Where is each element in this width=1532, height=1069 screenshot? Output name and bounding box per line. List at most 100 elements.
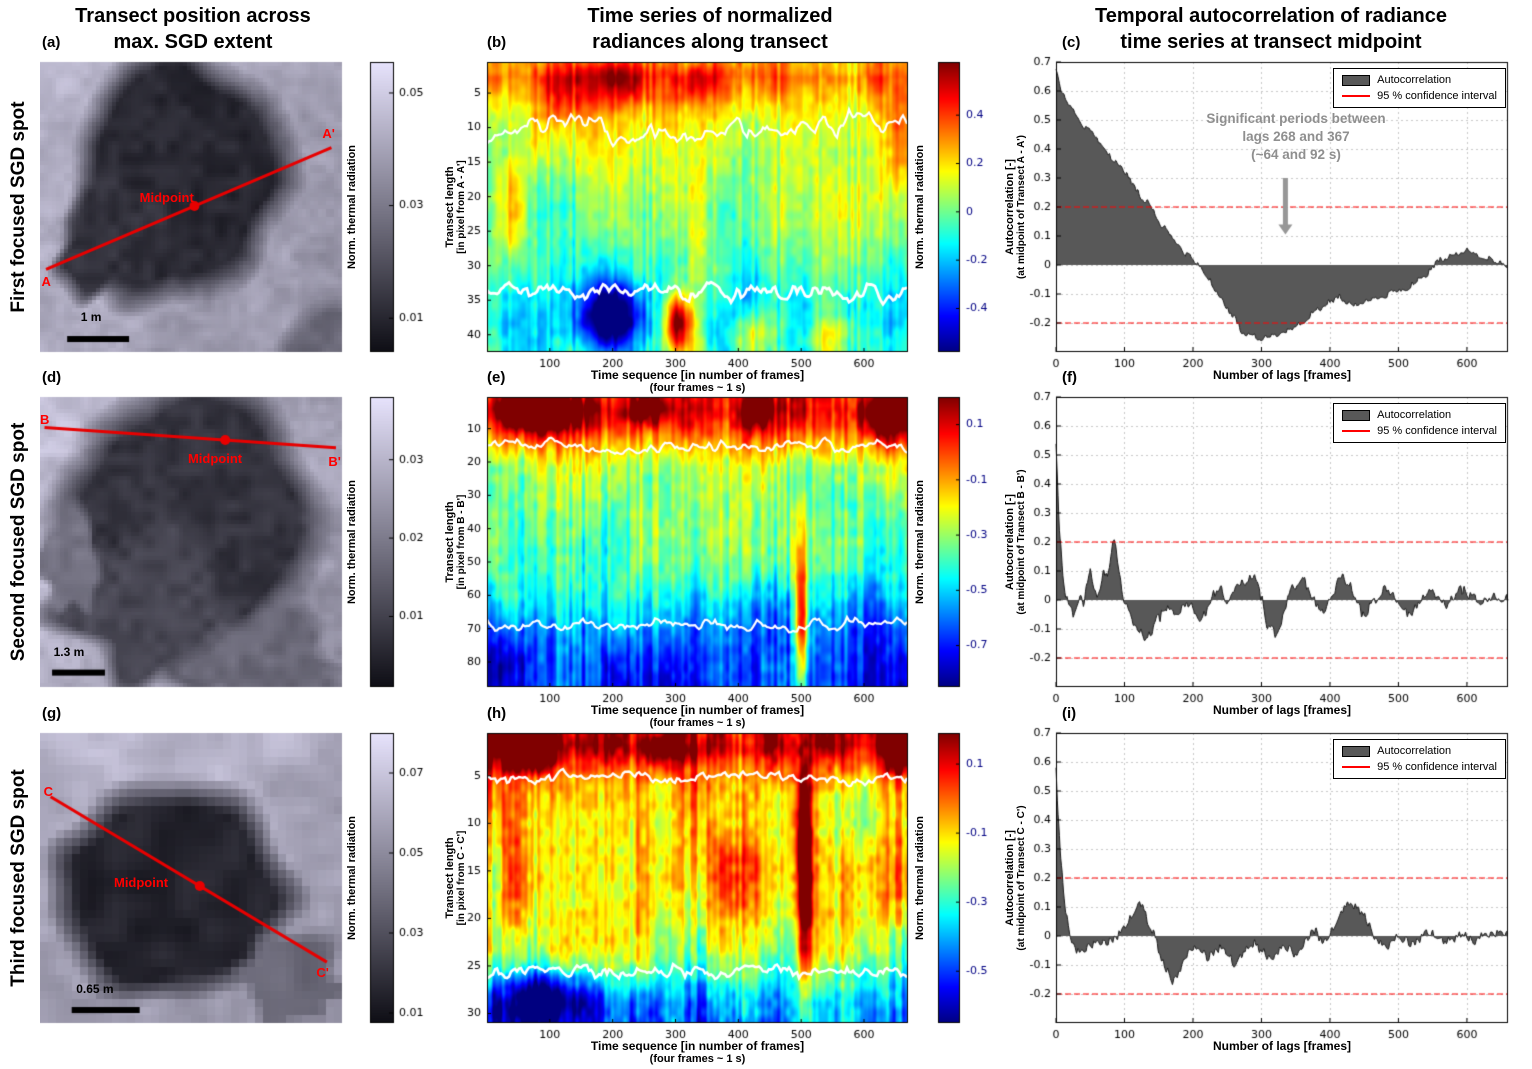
column-title-transect-position: Transect position across max. SGD extent <box>18 3 368 55</box>
heatmap-x-axis-label: Time sequence [in number of frames] <box>590 703 805 717</box>
legend-item-autocorrelation: Autocorrelation <box>1342 745 1497 757</box>
row-label-third-sgd: Third focused SGD spot <box>8 769 29 987</box>
confidence-line-icon <box>1342 766 1371 768</box>
autocorrelation-swatch-icon <box>1342 74 1371 86</box>
y-axis-label-line: [in pixel from C - C'] <box>456 830 467 926</box>
thermal-image-panel-g <box>40 728 432 1028</box>
panel-d-letter: (d) <box>42 369 62 386</box>
annotation-line: Significant periods between <box>1206 111 1386 126</box>
colorbar-label: Norm. thermal radiation <box>346 144 358 270</box>
panel-c-letter: (c) <box>1062 34 1081 51</box>
autocorr-y-axis-label: Autocorrelation [-] (at midpoint of Tran… <box>1004 397 1028 687</box>
heatmap-x-axis-sublabel: (four frames ~ 1 s) <box>649 717 746 729</box>
annotation-line: lags 268 and 367 <box>1242 129 1350 144</box>
colorbar-label: Norm. thermal radiation <box>914 144 926 270</box>
thermal-overlay-a: A A' Midpoint 1 m <box>40 62 342 352</box>
significant-periods-annotation: Significant periods between lags 268 and… <box>1146 110 1446 164</box>
colorbar-label: Norm. thermal radiation <box>914 815 926 941</box>
confidence-line-icon <box>1342 430 1371 432</box>
scalebar-label: 1.3 m <box>53 644 85 659</box>
y-axis-label-line: Transect length <box>444 837 456 919</box>
y-axis-label-line: (at midpoint of Transect B - B') <box>1016 469 1027 615</box>
heatmap-x-axis-label: Time sequence [in number of frames] <box>590 1039 805 1053</box>
transect-end-label: B' <box>328 453 341 469</box>
transect-end-label: A' <box>322 125 335 141</box>
legend-label: 95 % confidence interval <box>1377 761 1497 773</box>
y-axis-label-line: [in pixel from B - B'] <box>456 494 467 590</box>
legend-label: 95 % confidence interval <box>1377 90 1497 102</box>
heatmap-x-axis-sublabel: (four frames ~ 1 s) <box>649 1053 746 1065</box>
column-title-time-series: Time series of normalized radiances alon… <box>520 3 900 55</box>
panel-g-letter: (g) <box>42 705 62 722</box>
panel-h-letter: (h) <box>487 705 507 722</box>
midpoint-label: Midpoint <box>113 875 169 891</box>
colorbar-label: Norm. thermal radiation <box>914 479 926 605</box>
midpoint-label: Midpoint <box>139 189 194 205</box>
legend-item-autocorrelation: Autocorrelation <box>1342 409 1497 421</box>
y-axis-label-line: [in pixel from A - A'] <box>456 160 467 254</box>
legend-item-confidence: 95 % confidence interval <box>1342 425 1497 437</box>
radiance-heatmap-panel-h <box>459 727 993 1061</box>
column-title-line: Time series of normalized <box>587 5 833 27</box>
row-label-second-sgd: Second focused SGD spot <box>8 422 29 662</box>
legend-label: 95 % confidence interval <box>1377 425 1497 437</box>
panel-e-letter: (e) <box>487 369 506 386</box>
heatmap-y-axis-label: Transect length [in pixel from B - B'] <box>444 397 468 687</box>
thermal-image-panel-d <box>40 392 432 692</box>
column-title-line: max. SGD extent <box>113 31 273 53</box>
autocorrelation-swatch-icon <box>1342 409 1371 421</box>
colorbar-label: Norm. thermal radiation <box>346 479 358 605</box>
autocorr-x-axis-label: Number of lags [frames] <box>1212 1039 1352 1053</box>
panel-i-letter: (i) <box>1062 705 1077 722</box>
panel-a-letter: (a) <box>42 34 61 51</box>
autocorrelation-plot-panel-c <box>1022 56 1524 388</box>
thermal-overlay-d: B B' Midpoint 1.3 m <box>40 397 342 687</box>
heatmap-y-axis-label: Transect length [in pixel from A - A'] <box>444 62 468 352</box>
legend-item-autocorrelation: Autocorrelation <box>1342 74 1497 86</box>
autocorr-x-axis-label: Number of lags [frames] <box>1212 703 1352 717</box>
column-title-line: Transect position across <box>75 5 311 27</box>
transect-start-label: B <box>40 411 50 427</box>
legend-item-confidence: 95 % confidence interval <box>1342 90 1497 102</box>
legend-item-confidence: 95 % confidence interval <box>1342 761 1497 773</box>
thermal-overlay-g: C C' Midpoint 0.65 m <box>40 733 342 1023</box>
scalebar-label: 0.65 m <box>76 981 114 996</box>
legend: Autocorrelation 95 % confidence interval <box>1333 403 1506 443</box>
y-axis-label-line: (at midpoint of Transect C - C') <box>1016 805 1027 951</box>
column-title-line: time series at transect midpoint <box>1120 31 1422 53</box>
scalebar-label: 1 m <box>80 309 102 324</box>
y-axis-label-line: Autocorrelation [-] <box>1004 159 1016 255</box>
heatmap-x-axis-label: Time sequence [in number of frames] <box>590 368 805 382</box>
column-title-line: Temporal autocorrelation of radiance <box>1095 5 1447 27</box>
radiance-heatmap-panel-e <box>459 391 993 725</box>
legend: Autocorrelation 95 % confidence interval <box>1333 739 1506 779</box>
transect-end-label: C' <box>316 965 329 980</box>
legend-label: Autocorrelation <box>1377 409 1452 421</box>
panel-b-letter: (b) <box>487 34 507 51</box>
column-title-autocorrelation: Temporal autocorrelation of radiance tim… <box>1036 3 1506 55</box>
autocorr-x-axis-label: Number of lags [frames] <box>1212 368 1352 382</box>
legend-label: Autocorrelation <box>1377 74 1452 86</box>
column-title-line: radiances along transect <box>592 31 828 53</box>
transect-start-label: A <box>41 273 51 289</box>
row-label-first-sgd: First focused SGD spot <box>8 101 29 313</box>
autocorr-y-axis-label: Autocorrelation [-] (at midpoint of Tran… <box>1004 62 1028 352</box>
y-axis-label-line: (at midpoint of Transect A - A') <box>1016 134 1027 280</box>
colorbar-label: Norm. thermal radiation <box>346 815 358 941</box>
transect-start-label: C <box>43 783 53 799</box>
y-axis-label-line: Autocorrelation [-] <box>1004 830 1016 926</box>
panel-f-letter: (f) <box>1062 369 1077 386</box>
radiance-heatmap-panel-b <box>459 56 993 390</box>
legend-label: Autocorrelation <box>1377 745 1452 757</box>
midpoint-label: Midpoint <box>187 450 243 466</box>
autocorrelation-swatch-icon <box>1342 745 1371 757</box>
autocorr-y-axis-label: Autocorrelation [-] (at midpoint of Tran… <box>1004 733 1028 1023</box>
annotation-line: (~64 and 92 s) <box>1251 147 1341 162</box>
autocorrelation-plot-panel-i <box>1022 727 1524 1059</box>
autocorrelation-plot-panel-f <box>1022 391 1524 723</box>
thermal-image-panel-a <box>40 57 432 357</box>
y-axis-label-line: Transect length <box>444 166 456 248</box>
y-axis-label-line: Autocorrelation [-] <box>1004 494 1016 590</box>
legend: Autocorrelation 95 % confidence interval <box>1333 68 1506 108</box>
